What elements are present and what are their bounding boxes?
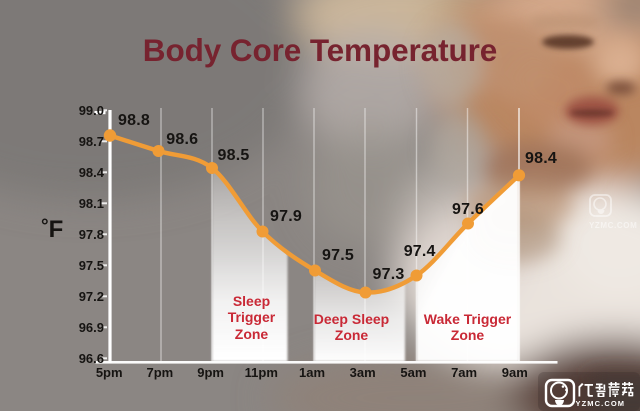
svg-text:YZMC.COM: YZMC.COM — [589, 221, 637, 230]
svg-text:YZMC.COM: YZMC.COM — [576, 399, 626, 408]
